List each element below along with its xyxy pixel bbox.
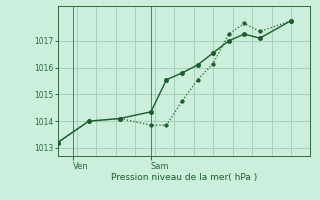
X-axis label: Pression niveau de la mer( hPa ): Pression niveau de la mer( hPa ) [111,173,257,182]
